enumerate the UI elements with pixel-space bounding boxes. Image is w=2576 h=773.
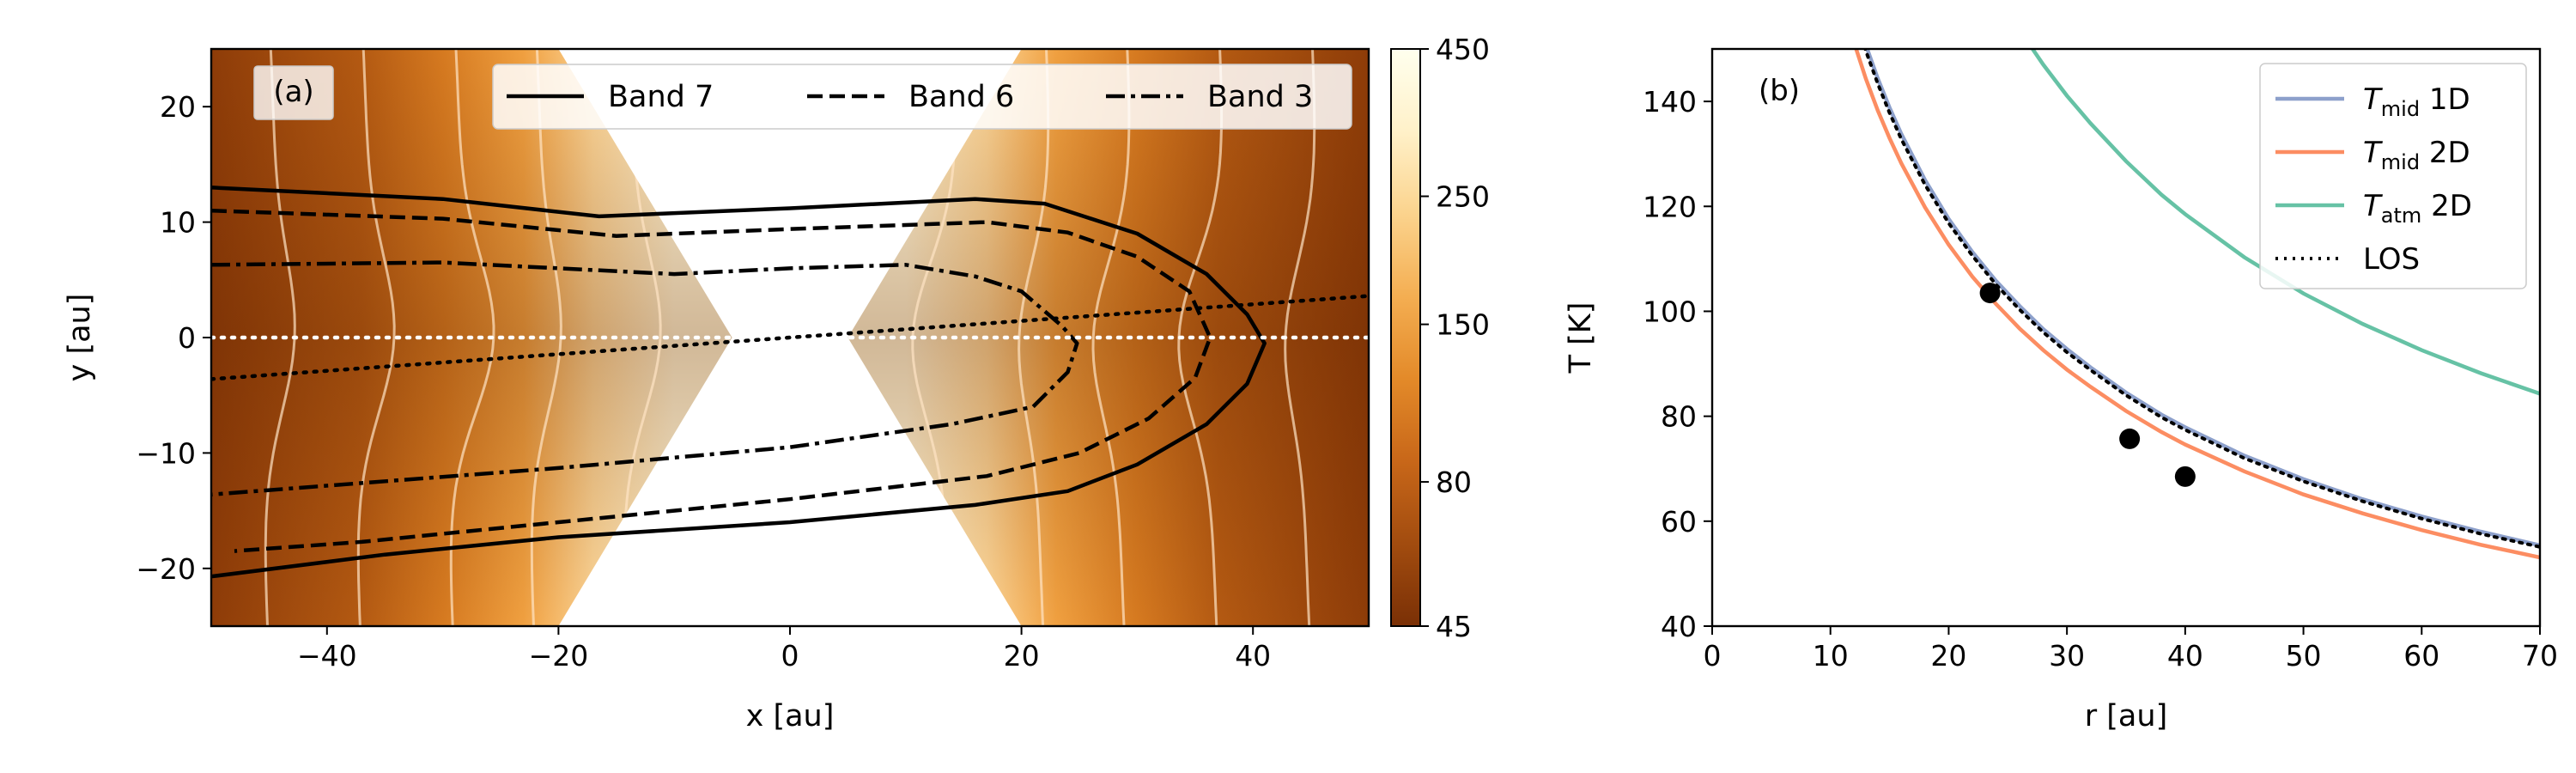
band-contour-band-7 [211, 186, 1267, 579]
axes-ticks-a: −40 −20 0 20 40 −20 −10 0 10 20 [136, 90, 1271, 673]
y-tick-label-b: 120 [1643, 190, 1697, 223]
x-tick-label-a: 40 [1235, 639, 1271, 673]
x-tick-label-a: 0 [781, 639, 799, 673]
series-line-t-atm-2d [2030, 49, 2540, 396]
legend-box-a [492, 64, 1352, 130]
x-axis-label-a: x [au] [746, 699, 835, 733]
x-tick-label-a: 20 [1004, 639, 1040, 673]
x-tick-label-b: 10 [1813, 639, 1849, 673]
x-axis-label-b: r [au] [2085, 699, 2167, 733]
x-tick-label-b: 60 [2403, 639, 2439, 673]
los-marker-point [1979, 283, 2001, 304]
isotherm-line [356, 49, 396, 626]
legend-label-band-7: Band 7 [608, 80, 714, 114]
panel-a-temperature-map: −40 −20 0 20 40 −20 −10 0 10 20 (a) Band 7 Band 6… [63, 47, 1370, 733]
colorbar-strip [1390, 48, 1421, 627]
legend-b: Tmid 1D Tmid 2D Tatm 2D LOS [2259, 63, 2527, 289]
legend-label-band-3: Band 3 [1207, 80, 1313, 114]
y-tick-label-b: 100 [1643, 295, 1697, 328]
legend-label-t-atm-2d: Tatm 2D [2363, 189, 2472, 228]
series-line-t-mid-1d [1865, 49, 2540, 548]
plot-area-b [1854, 49, 2540, 560]
los-markers [1979, 283, 2196, 487]
colorbar-tick-label: 80 [1436, 466, 1472, 499]
panel-label-a: (a) [273, 75, 313, 109]
colorbar-tick-label: 250 [1436, 180, 1490, 214]
x-tick-label-b: 20 [1930, 639, 1966, 673]
panel-label-b: (b) [1759, 74, 1800, 108]
x-tick-label-b: 40 [2167, 639, 2203, 673]
x-tick-label-b: 30 [2049, 639, 2085, 673]
x-tick-label-a: −20 [529, 639, 589, 673]
legend-a: Band 7 Band 6 Band 3 [492, 64, 1352, 130]
los-marker-point [2174, 466, 2196, 487]
series-line-t-mid-2d [1854, 49, 2540, 560]
x-tick-label-b: 50 [2286, 639, 2322, 673]
y-tick-label-a: 20 [160, 90, 196, 124]
legend-label-band-6: Band 6 [908, 80, 1014, 114]
y-tick-label-b: 40 [1661, 610, 1697, 643]
colorbar-tick-label: 450 [1436, 33, 1490, 66]
heatmap-area [211, 49, 1369, 626]
reference-lines [211, 294, 1369, 381]
y-tick-label-b: 60 [1661, 505, 1697, 539]
y-tick-label-b: 80 [1661, 400, 1697, 434]
legend-label-t-mid-1d: Tmid 1D [2363, 82, 2470, 121]
x-tick-label-a: −40 [297, 639, 357, 673]
x-tick-label-b: 70 [2522, 639, 2558, 673]
x-tick-label-b: 0 [1704, 639, 1722, 673]
panel-b-temperature-profiles: 0 10 20 30 40 50 60 70 40 60 80 100 120 140 (b) Tmid … [1564, 47, 2558, 733]
legend-label-t-mid-2d: Tmid 2D [2363, 136, 2470, 174]
colorbar-tick-label: 45 [1436, 610, 1472, 643]
axes-frame-b [1710, 47, 2542, 628]
colorbar-ticks: 45 80 150 250 450 [1420, 33, 1490, 643]
band-contour-band-3 [211, 260, 1079, 497]
masked-region-bottom [558, 338, 1022, 626]
y-axis-label-a: y [au] [63, 294, 97, 382]
legend-label-los: LOS [2363, 242, 2420, 277]
y-tick-label-a: 0 [178, 321, 196, 355]
los-marker-point [2119, 428, 2141, 449]
legend-box-b [2259, 63, 2527, 289]
reference-line-line-of-sight [211, 294, 1369, 381]
y-tick-label-a: 10 [160, 206, 196, 240]
y-axis-label-b: T [K] [1564, 302, 1598, 374]
series-line-los [1863, 49, 2540, 549]
band-contour-band-6 [211, 208, 1212, 553]
colorbar: 45 80 150 250 450 [1390, 33, 1490, 643]
temperature-series [1854, 49, 2540, 560]
panel-label-box-a [253, 65, 334, 120]
y-tick-label-b: 140 [1643, 85, 1697, 119]
axes-ticks-b: 0 10 20 30 40 50 60 70 40 60 80 100 120 140 [1643, 85, 2558, 673]
colorbar-tick-label: 150 [1436, 308, 1490, 342]
y-tick-label-a: −20 [136, 552, 196, 586]
y-tick-label-a: −10 [136, 436, 196, 470]
band-contours [211, 186, 1267, 579]
isotherm-line [1091, 49, 1131, 626]
